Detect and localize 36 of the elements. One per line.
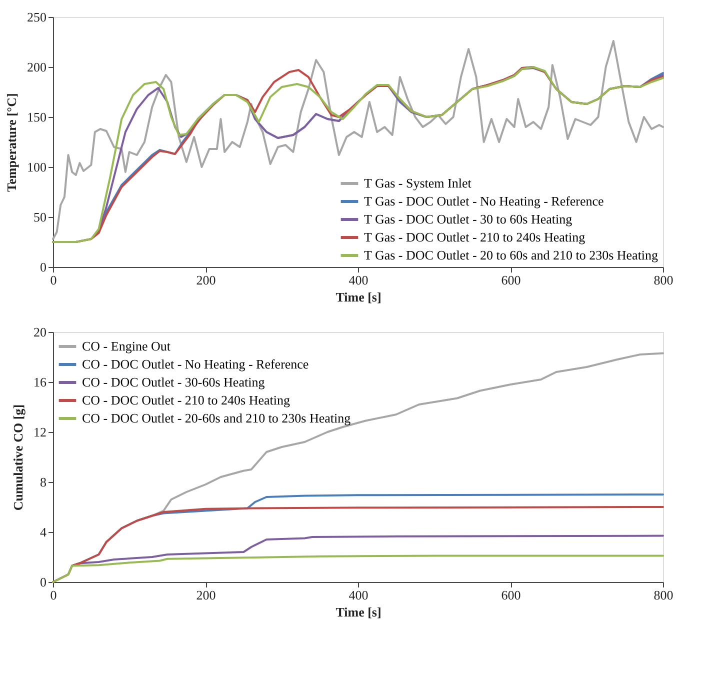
x-tick-label: 0 bbox=[50, 272, 57, 288]
x-tick-label: 200 bbox=[196, 272, 216, 288]
y-tick-label: 0 bbox=[40, 574, 46, 590]
x-tick-label: 400 bbox=[348, 588, 368, 602]
y-axis-title: Cumulative CO [g] bbox=[10, 404, 26, 511]
legend-label: CO - DOC Outlet - No Heating - Reference bbox=[82, 356, 309, 372]
y-tick-label: 20 bbox=[34, 324, 46, 340]
x-tick-label: 0 bbox=[50, 588, 57, 602]
y-tick-label: 200 bbox=[27, 60, 46, 74]
y-tick-label: 0 bbox=[40, 260, 46, 274]
x-tick-label: 600 bbox=[501, 588, 521, 602]
y-tick-label: 4 bbox=[40, 524, 47, 540]
y-tick-label: 16 bbox=[34, 374, 47, 390]
legend-label: T Gas - System Inlet bbox=[364, 176, 472, 190]
x-tick-label: 800 bbox=[654, 272, 674, 288]
y-tick-label: 150 bbox=[27, 110, 46, 124]
y-tick-label: 50 bbox=[34, 210, 46, 224]
legend-label: T Gas - DOC Outlet - No Heating - Reference bbox=[364, 194, 604, 208]
legend-label: T Gas - DOC Outlet - 20 to 60s and 210 to 230s Heating bbox=[364, 248, 659, 262]
legend-label: CO - DOC Outlet - 20-60s and 210 to 230s Heating bbox=[82, 410, 352, 426]
y-axis-title: Temperature [°C] bbox=[4, 93, 19, 192]
legend-label: CO - DOC Outlet - 210 to 240s Heating bbox=[82, 392, 290, 408]
x-axis-title: Time [s] bbox=[336, 604, 382, 620]
x-tick-label: 800 bbox=[654, 588, 674, 602]
x-tick-label: 400 bbox=[348, 272, 368, 288]
y-tick-label: 8 bbox=[40, 474, 46, 490]
legend-label: T Gas - DOC Outlet - 210 to 240s Heating bbox=[364, 230, 586, 244]
legend-label: CO - DOC Outlet - 30-60s Heating bbox=[82, 374, 266, 390]
x-axis-title: Time [s] bbox=[336, 290, 382, 304]
legend-label: CO - Engine Out bbox=[82, 338, 171, 354]
legend-label: T Gas - DOC Outlet - 30 to 60s Heating bbox=[364, 212, 573, 226]
x-tick-label: 200 bbox=[196, 588, 216, 602]
y-tick-label: 12 bbox=[34, 424, 46, 440]
x-tick-label: 600 bbox=[501, 272, 521, 288]
y-tick-label: 100 bbox=[27, 160, 46, 174]
y-tick-label: 250 bbox=[27, 10, 46, 24]
